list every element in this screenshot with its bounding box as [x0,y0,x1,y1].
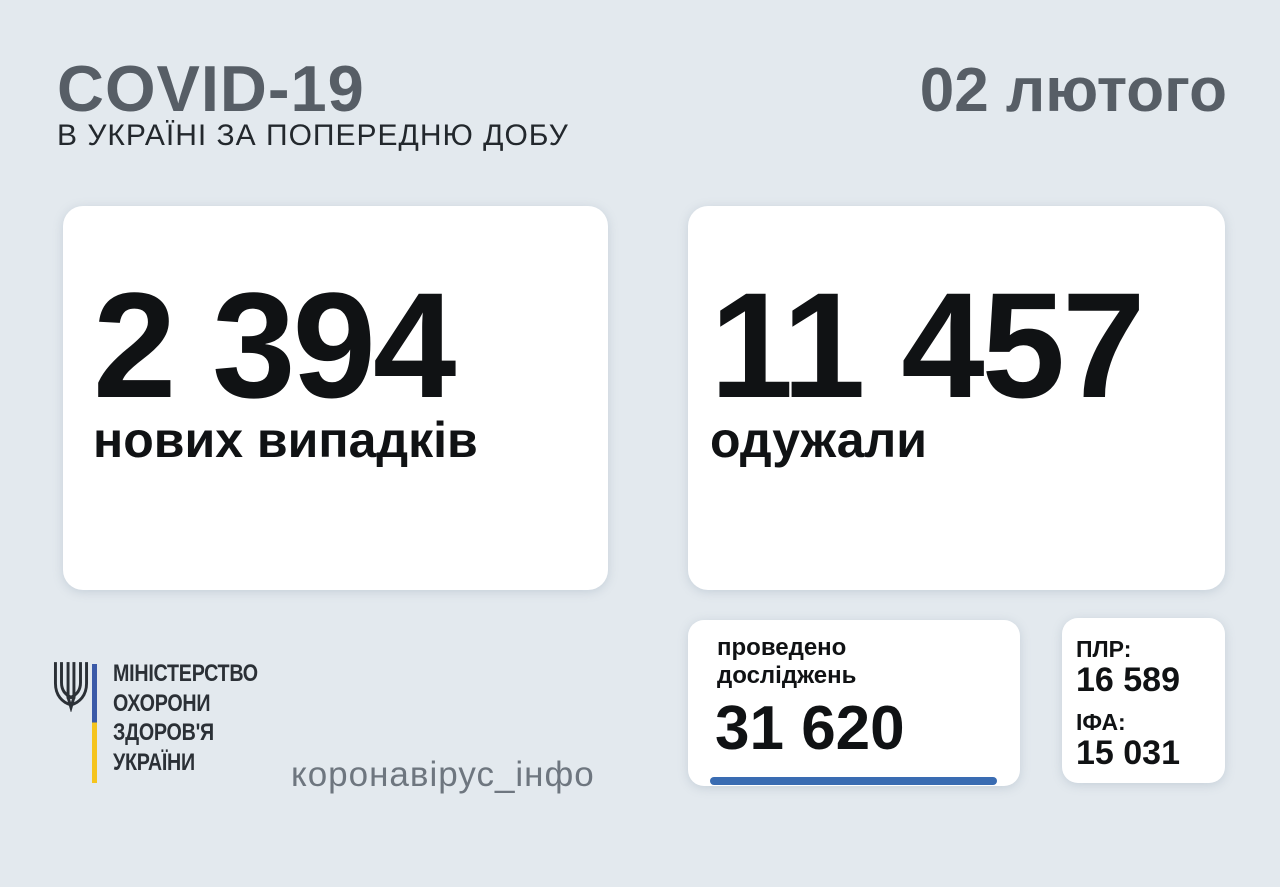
elisa-label: ІФА: [1076,709,1126,735]
new-cases-label: нових випадків [93,412,478,468]
tests-label-line1: проведено [717,634,847,661]
new-cases-card: 2 394 нових випадків [63,206,608,590]
recovered-card: 11 457 одужали [688,206,1225,590]
ministry-line: МІНІСТЕРСТВО [113,660,258,687]
ministry-name: МІНІСТЕРСТВО ОХОРОНИ ЗДОРОВ'Я УКРАЇНИ [113,659,258,777]
new-cases-value: 2 394 [93,261,456,429]
ministry-line: УКРАЇНИ [113,748,195,776]
ministry-line: ОХОРОНИ [113,689,211,717]
pcr-label: ПЛР: [1076,636,1132,662]
test-types-card: ПЛР: 16 589 ІФА: 15 031 [1062,618,1225,783]
tests-underline-bar [710,777,997,785]
pcr-value: 16 589 [1076,661,1180,699]
ministry-line: ЗДОРОВ'Я [113,719,214,746]
tests-value: 31 620 [715,694,905,763]
tests-card: проведено досліджень 31 620 [688,620,1020,786]
tests-label: проведено досліджень [717,634,856,690]
recovered-value: 11 457 [710,261,1146,429]
ukraine-trident-icon [52,660,90,717]
channel-name: коронавірус_інфо [291,755,595,794]
tests-label-line2: досліджень [717,662,857,689]
flag-divider [92,664,97,783]
report-date: 02 лютого [919,56,1227,125]
page-title: COVID-19 [57,52,365,125]
page-subtitle: В УКРАЇНІ ЗА ПОПЕРЕДНЮ ДОБУ [57,119,569,152]
elisa-value: 15 031 [1076,734,1180,772]
recovered-label: одужали [710,412,928,468]
